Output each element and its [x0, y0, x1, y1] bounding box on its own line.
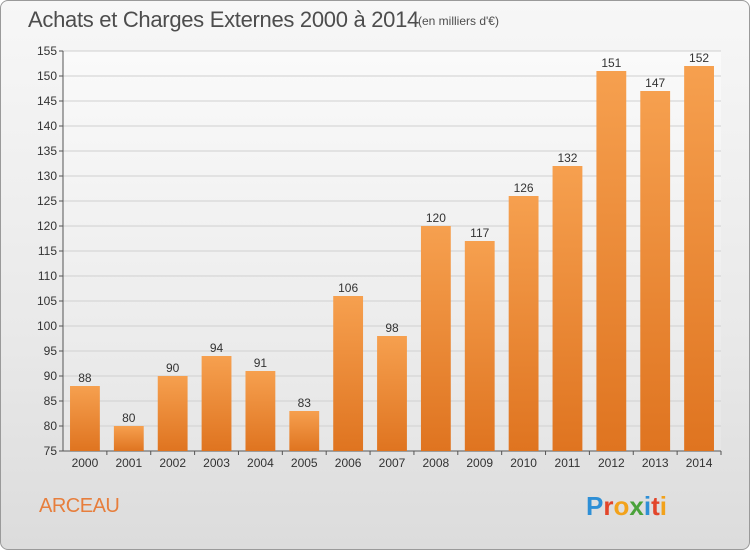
value-label: 88	[78, 371, 92, 385]
value-label: 151	[601, 56, 621, 70]
logo-letter: i	[659, 491, 667, 521]
x-tick-label: 2013	[642, 456, 669, 470]
x-tick-label: 2002	[159, 456, 186, 470]
bar	[245, 371, 276, 451]
y-tick-label: 140	[37, 119, 57, 133]
y-tick-label: 145	[37, 94, 57, 108]
bar	[377, 336, 407, 451]
y-tick-label: 155	[37, 44, 57, 58]
proxiti-logo: Proxiti	[586, 491, 667, 522]
y-tick-label: 105	[37, 294, 57, 308]
bar	[684, 66, 714, 451]
bar	[464, 241, 495, 451]
bar	[640, 91, 671, 451]
bar	[508, 196, 539, 451]
bar	[552, 166, 583, 451]
bar	[201, 356, 232, 451]
y-tick-label: 80	[44, 419, 58, 433]
x-tick-label: 2009	[466, 456, 493, 470]
x-tick-label: 2011	[555, 456, 581, 470]
logo-letter: t	[651, 491, 660, 521]
y-tick-label: 120	[37, 219, 57, 233]
value-label: 126	[514, 181, 534, 195]
y-tick-label: 95	[44, 344, 58, 358]
y-tick-label: 150	[37, 69, 57, 83]
bars	[70, 66, 714, 451]
y-tick-label: 110	[38, 269, 57, 283]
chart-title: Achats et Charges Externes 2000 à 2014	[28, 7, 419, 32]
logo-letter: o	[613, 491, 630, 521]
logo-letter: P	[586, 491, 604, 521]
value-label: 132	[557, 151, 577, 165]
value-label: 98	[385, 321, 399, 335]
tick-labels: 75 80 85 90 95 100 105 110 115 120 125 130 135 140 145…	[37, 44, 713, 470]
value-labels: 88 80 90 94 91 83 106 98 120 117 126 132 151 147 152	[78, 51, 709, 425]
value-label: 80	[122, 411, 136, 425]
y-tick-label: 90	[44, 369, 58, 383]
bar	[70, 386, 100, 451]
y-tick-label: 100	[37, 319, 57, 333]
value-label: 117	[470, 226, 489, 240]
bar	[113, 426, 144, 451]
bar	[420, 226, 451, 451]
bar	[157, 376, 188, 451]
place-name: ARCEAU	[39, 495, 120, 517]
value-label: 90	[166, 361, 180, 375]
x-tick-label: 2000	[72, 456, 99, 470]
value-label: 94	[210, 341, 224, 355]
y-tick-label: 135	[37, 144, 57, 158]
y-tick-label: 125	[37, 194, 57, 208]
bar	[333, 296, 364, 451]
y-tick-label: 75	[44, 444, 58, 458]
value-label: 120	[426, 211, 446, 225]
chart-unit: (en milliers d'€)	[418, 14, 499, 28]
x-tick-label: 2001	[115, 456, 142, 470]
bar	[596, 71, 627, 451]
value-label: 147	[645, 76, 665, 90]
x-tick-label: 2005	[291, 456, 318, 470]
y-tick-label: 115	[38, 244, 57, 258]
logo-letter: i	[643, 491, 652, 521]
x-tick-label: 2004	[247, 456, 274, 470]
value-label: 91	[254, 356, 268, 370]
value-label: 83	[298, 396, 312, 410]
x-tick-label: 2008	[423, 456, 450, 470]
x-tick-label: 2010	[510, 456, 537, 470]
x-tick-label: 2007	[379, 456, 406, 470]
x-tick-label: 2012	[598, 456, 625, 470]
logo-letter: r	[603, 491, 614, 521]
bar	[289, 411, 320, 451]
y-tick-label: 85	[44, 394, 58, 408]
x-tick-label: 2006	[335, 456, 362, 470]
value-label: 106	[338, 281, 358, 295]
logo-letter: x	[629, 491, 644, 521]
x-tick-label: 2003	[203, 456, 230, 470]
x-tick-label: 2014	[686, 456, 713, 470]
y-tick-label: 130	[37, 169, 57, 183]
value-label: 152	[689, 51, 709, 65]
